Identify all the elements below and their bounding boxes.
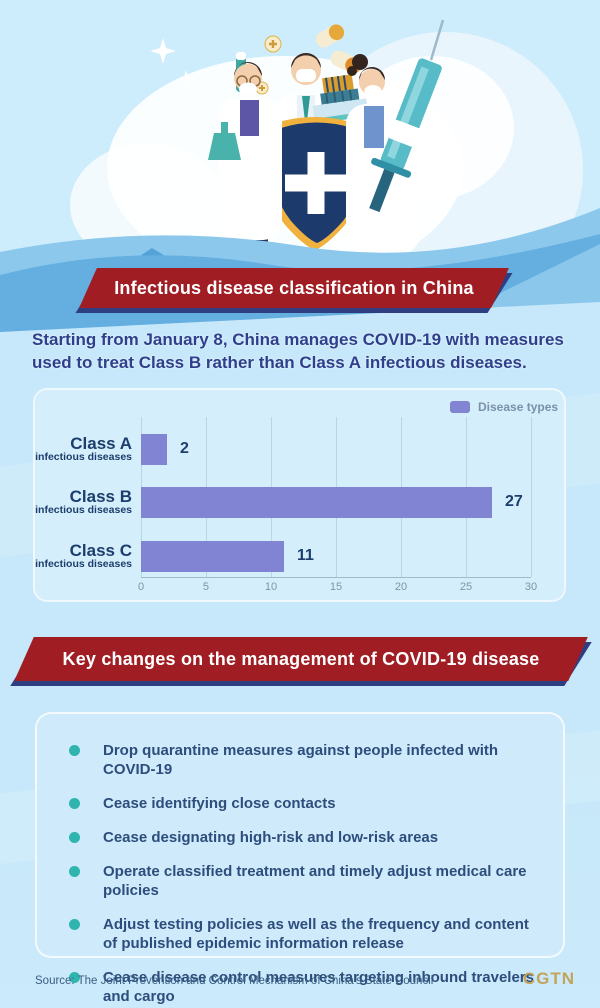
chart-legend: Disease types [450,400,558,414]
category-label: Class B infectious diseases [35,486,132,517]
value-label: 27 [505,493,523,510]
plus-badge-icon [255,35,282,95]
x-tick-label: 25 [459,581,473,593]
x-tick-label: 0 [137,581,145,593]
list-item: Operate classified treatment and timely … [69,862,537,900]
bullet-icon [69,798,80,809]
bullet-icon [69,919,80,930]
value-label: 11 [297,547,314,564]
source-text: Source: The Joint Prevention and Control… [35,975,434,987]
cgtn-logo: CGTN [522,969,575,988]
bullet-icon [69,972,80,983]
bullet-icon [69,832,80,843]
list-item: Adjust testing policies as well as the f… [69,915,537,953]
bar-track: 11 [141,540,531,572]
gridline [531,417,532,577]
bar-row-class-b: Class B infectious diseases 27 [35,482,531,522]
section-title-classification: Infectious disease classification in Chi… [114,277,474,298]
list-item: Drop quarantine measures against people … [69,741,537,779]
x-tick-label: 5 [202,581,210,593]
bar-row-class-a: Class A infectious diseases 2 [35,429,531,469]
bullet-icon [69,745,80,756]
bar-class-a [141,433,167,465]
category-label: Class C infectious diseases [35,540,132,571]
x-tick-label: 15 [329,581,343,593]
x-tick-label: 30 [524,581,538,593]
list-item: Cease disease control measures targeting… [69,968,537,1006]
capsule-icon [315,24,345,48]
list-item: Cease identifying close contacts [69,794,537,813]
sparkle-icon [150,38,195,88]
key-changes-list: Drop quarantine measures against people … [35,712,565,1005]
legend-label: Disease types [478,400,559,414]
list-item: Cease designating high-risk and low-risk… [69,828,537,847]
intro-text: Starting from January 8, China manages C… [32,330,564,372]
x-tick-label: 20 [394,581,408,593]
disease-types-bar-chart: Disease types Class A infectious disease… [33,388,566,602]
bar-track: 2 [141,433,531,465]
x-tick-label: 10 [264,581,278,593]
x-axis-line [141,577,531,578]
x-axis-tick-labels: 0 5 10 15 20 25 30 [137,581,537,595]
shield-cross-icon [261,117,369,250]
bar-row-class-c: Class C infectious diseases 11 [35,536,531,576]
syringe-icon [369,19,445,213]
category-label: Class A infectious diseases [35,433,132,464]
section-banner-classification: Infectious disease classification in Chi… [75,268,513,313]
value-label: 2 [180,440,189,457]
bar-class-c [141,540,284,572]
section-banner-key-changes: Key changes on the management of COVID-1… [10,637,592,686]
bar-class-b [141,486,492,518]
legend-swatch [450,401,470,413]
bar-track: 27 [141,486,531,518]
section-title-key-changes: Key changes on the management of COVID-1… [62,648,540,669]
bullet-icon [69,866,80,877]
